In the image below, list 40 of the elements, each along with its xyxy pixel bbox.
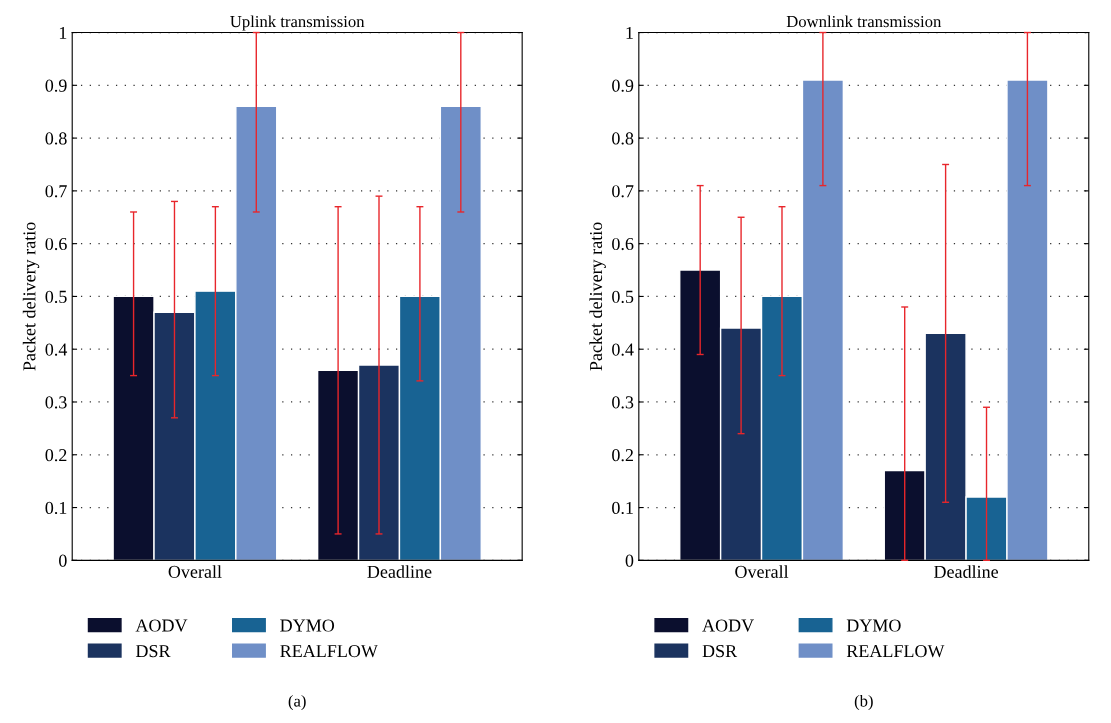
y-axis-title: Packet delivery ratio	[589, 222, 606, 371]
chart-title: Uplink transmission	[230, 15, 365, 31]
text: (b)	[854, 694, 873, 711]
legend-label: REALFLOW	[846, 644, 945, 658]
y-tick-label: 0.7	[612, 185, 634, 198]
y-tick-label: 0	[625, 554, 634, 567]
chart-title: Downlink transmission	[786, 15, 942, 28]
legend-label: DYMO	[280, 619, 335, 632]
y-tick-label: 0.8	[45, 132, 67, 145]
y-tick-label: 1	[626, 26, 633, 39]
y-tick-label: 1	[59, 26, 67, 39]
y-tick-label: 0.9	[45, 79, 67, 92]
y-tick-label: 0.1	[45, 501, 67, 515]
y-axis-title: Packet delivery ratio	[22, 222, 40, 371]
legend-label: AODV	[135, 619, 188, 632]
y-tick-label: 0.2	[612, 449, 633, 462]
legend-label: REALFLOW	[280, 644, 378, 658]
y-tick-label: 0.3	[45, 396, 67, 409]
y-tick-label: 0.8	[612, 132, 634, 145]
x-tick-label: Overall	[168, 565, 222, 578]
y-tick-label: 0.4	[612, 343, 634, 356]
y-tick-label: 0.4	[45, 343, 68, 356]
y-tick-label: 0.2	[45, 449, 67, 462]
y-tick-label: 0.6	[612, 237, 634, 251]
y-tick-label: 0.5	[45, 290, 67, 303]
x-tick-label: Overall	[735, 565, 789, 578]
legend-label: AODV	[702, 619, 754, 632]
y-tick-label: 0.1	[612, 501, 633, 515]
y-tick-label: 0.6	[45, 237, 67, 251]
y-tick-label: 0	[59, 554, 67, 567]
y-tick-label: 0.7	[45, 185, 67, 198]
y-tick-label: 0.3	[612, 396, 634, 409]
legend-label: DYMO	[846, 619, 901, 632]
x-tick-label: Deadline	[934, 565, 999, 578]
y-tick-label: 0.9	[612, 79, 634, 92]
legend-label: DSR	[135, 644, 171, 658]
legend-label: DSR	[702, 644, 738, 658]
text: (a)	[288, 694, 306, 711]
x-tick-label: Deadline	[367, 565, 432, 578]
y-tick-label: 0.5	[612, 290, 634, 303]
